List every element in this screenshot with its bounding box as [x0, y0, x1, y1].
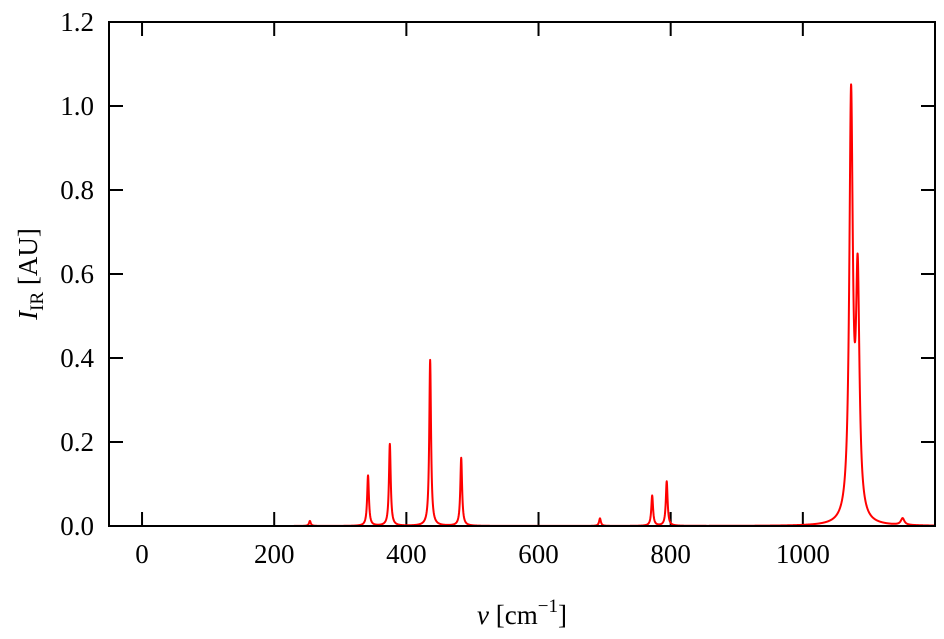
x-tick-label: 400	[386, 539, 427, 569]
y-tick-label: 0.8	[60, 175, 94, 205]
x-tick-label: 0	[135, 539, 149, 569]
y-axis-label: IIR [AU]	[13, 228, 48, 321]
x-tick-label: 800	[650, 539, 691, 569]
spectrum-line	[141, 83, 936, 527]
plot-frame	[108, 21, 936, 527]
y-tick-label: 0.0	[60, 511, 94, 541]
y-tick-label: 1.2	[60, 7, 94, 37]
x-axis-label: v [cm−1]	[477, 596, 567, 630]
y-tick-label: 0.2	[60, 427, 94, 457]
x-axis-ticks: 0 200 400 600 800 1000	[135, 22, 830, 569]
y-axis-ticks: 0.0 0.2 0.4 0.6 0.8 1.0 1.2	[60, 7, 935, 541]
y-tick-label: 0.6	[60, 259, 94, 289]
x-tick-label: 200	[254, 539, 295, 569]
y-tick-label: 1.0	[60, 91, 94, 121]
x-tick-label: 600	[518, 539, 559, 569]
x-tick-label: 1000	[776, 539, 830, 569]
y-tick-label: 0.4	[60, 343, 94, 373]
